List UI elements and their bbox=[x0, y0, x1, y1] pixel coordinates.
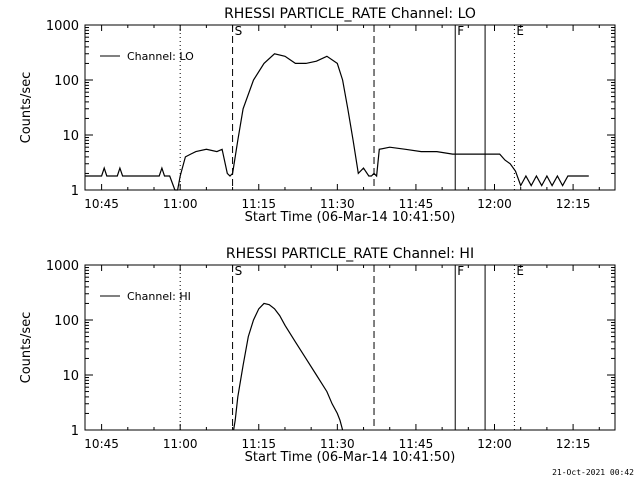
x-tick-label: 12:15 bbox=[556, 197, 591, 211]
plot-frame bbox=[84, 264, 616, 431]
chart-title: RHESSI PARTICLE_RATE Channel: HI bbox=[226, 246, 474, 262]
x-tick-label: 11:45 bbox=[399, 437, 434, 451]
x-tick-label: 12:15 bbox=[556, 437, 591, 451]
marker-label: F bbox=[457, 264, 464, 278]
marker-label: S bbox=[235, 264, 243, 278]
x-tick-label: 11:45 bbox=[399, 197, 434, 211]
chart-panel-1: RHESSI PARTICLE_RATE Channel: LO 10:45 11:… bbox=[19, 6, 616, 225]
marker-label: E bbox=[516, 24, 524, 38]
y-tick-label: 100 bbox=[54, 74, 79, 89]
x-tick-label: 10:45 bbox=[84, 437, 119, 451]
y-tick-label: 1000 bbox=[46, 19, 79, 34]
plot-frame bbox=[84, 24, 616, 191]
y-axis-label: Counts/sec bbox=[19, 72, 34, 144]
x-axis-label: Start Time (06-Mar-14 10:41:50) bbox=[245, 450, 456, 465]
y-tick-label: 1 bbox=[71, 184, 79, 199]
y-tick-label: 10 bbox=[62, 129, 79, 144]
x-tick-label: 11:30 bbox=[320, 437, 355, 451]
marker-label: S bbox=[235, 24, 243, 38]
x-tick-label: 12:00 bbox=[477, 197, 512, 211]
x-tick-label: 10:45 bbox=[84, 197, 119, 211]
y-tick-label: 100 bbox=[54, 314, 79, 329]
footer-timestamp: 21-Oct-2021 00:42 bbox=[552, 468, 634, 477]
y-tick-label: 1000 bbox=[46, 259, 79, 274]
chart-panel-2: RHESSI PARTICLE_RATE Channel: HI 10:45 11:… bbox=[19, 246, 616, 465]
marker-label: E bbox=[516, 264, 524, 278]
series-line-1 bbox=[85, 53, 589, 191]
x-axis-label: Start Time (06-Mar-14 10:41:50) bbox=[245, 210, 456, 225]
legend-label: Channel: HI bbox=[127, 290, 191, 303]
x-tick-label: 11:00 bbox=[163, 437, 198, 451]
y-axis-label: Counts/sec bbox=[19, 312, 34, 384]
x-tick-label: 11:00 bbox=[163, 197, 198, 211]
y-tick-label: 1 bbox=[71, 424, 79, 439]
chart-title: RHESSI PARTICLE_RATE Channel: LO bbox=[224, 6, 476, 22]
x-tick-label: 11:15 bbox=[241, 437, 276, 451]
y-tick-label: 10 bbox=[62, 369, 79, 384]
x-tick-label: 11:15 bbox=[241, 197, 276, 211]
legend-label: Channel: LO bbox=[127, 50, 194, 63]
marker-label: F bbox=[457, 24, 464, 38]
series-line-1 bbox=[233, 302, 344, 431]
x-tick-label: 12:00 bbox=[477, 437, 512, 451]
x-tick-label: 11:30 bbox=[320, 197, 355, 211]
